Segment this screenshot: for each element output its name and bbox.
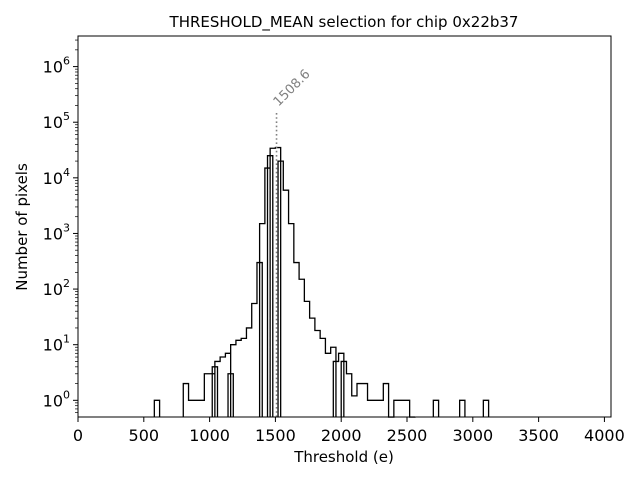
chart-title: THRESHOLD_MEAN selection for chip 0x22b3… [169, 13, 519, 32]
histogram-step-line [153, 146, 490, 418]
y-tick-label: 102 [43, 277, 70, 299]
y-tick-label: 100 [43, 388, 70, 410]
y-tick-label: 104 [43, 166, 70, 188]
y-tick-label: 101 [43, 333, 70, 355]
x-tick-label: 2500 [387, 426, 428, 445]
plot-frame [77, 35, 612, 418]
x-tick-label: 1500 [255, 426, 296, 445]
x-tick-label: 2000 [321, 426, 362, 445]
x-axis-label: Threshold (e) [293, 448, 394, 466]
x-tick-label: 3000 [452, 426, 493, 445]
x-tick-label: 500 [129, 426, 160, 445]
y-tick-label: 106 [43, 55, 70, 77]
mean-threshold-label: 1508.6 [271, 67, 314, 110]
y-tick-label: 105 [43, 110, 70, 132]
x-tick-label: 4000 [584, 426, 625, 445]
y-axis-label: Number of pixels [13, 163, 31, 291]
x-tick-label: 1000 [189, 426, 230, 445]
x-tick-label: 3500 [518, 426, 559, 445]
x-tick-label: 0 [73, 426, 83, 445]
y-tick-label: 103 [43, 221, 70, 243]
